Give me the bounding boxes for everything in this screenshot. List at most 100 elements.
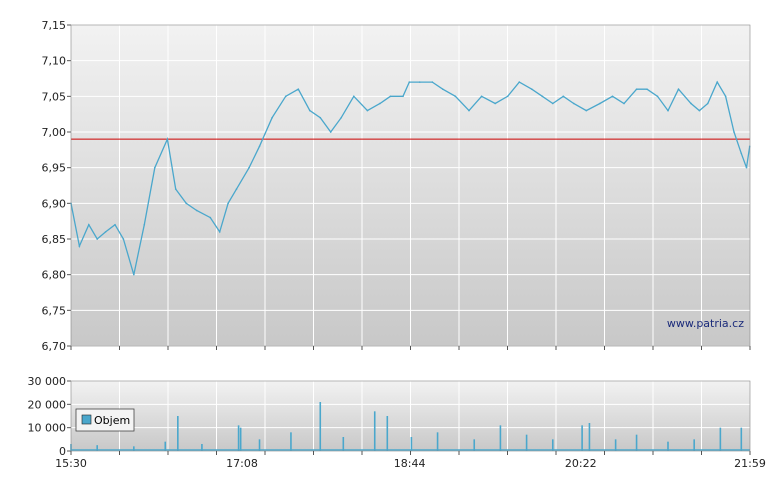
price-point [366, 109, 369, 112]
price-point [248, 166, 250, 169]
price-point [209, 216, 212, 219]
price-point [418, 81, 421, 83]
volume-y-ticks: 0 10 000 20 000 30 000 [28, 375, 71, 458]
volume-bar [373, 411, 376, 451]
price-point [258, 145, 261, 148]
price-point [389, 95, 392, 98]
x-ticks: 15:30 17:08 18:44 20:22 21:59 [55, 346, 766, 470]
volume-bar [239, 427, 242, 451]
price-point [740, 152, 743, 155]
price-point [656, 95, 659, 98]
volume-bar [177, 416, 179, 451]
price-point [379, 102, 381, 105]
watermark: www.patria.cz [667, 317, 744, 330]
volume-bar [319, 402, 322, 451]
price-point [114, 223, 116, 226]
price-point [531, 88, 533, 90]
price-point [319, 116, 322, 119]
x-tick-label: 15:30 [55, 457, 87, 470]
price-point [667, 109, 669, 112]
volume-bar [201, 444, 203, 451]
y-tick-label: 10 000 [28, 422, 67, 435]
price-point [133, 273, 135, 276]
volume-bar [525, 434, 528, 451]
volume-bar [258, 439, 261, 451]
price-point [104, 231, 107, 233]
price-point [541, 95, 544, 98]
price-point [506, 95, 509, 98]
price-grid [71, 24, 750, 347]
price-point [297, 88, 300, 90]
x-tick-label: 17:08 [226, 457, 258, 470]
y-tick-label: 7,00 [42, 126, 67, 139]
price-point [329, 131, 332, 133]
volume-bar [133, 446, 135, 451]
price-point [562, 95, 565, 98]
legend-label: Objem [94, 414, 130, 427]
volume-bar [473, 439, 476, 451]
price-point [185, 202, 188, 205]
volume-bar [342, 437, 345, 451]
volume-bar [164, 441, 167, 451]
y-tick-label: 6,75 [42, 304, 67, 317]
price-point [551, 102, 554, 105]
volume-bar [588, 423, 591, 451]
x-tick-label: 21:59 [734, 457, 766, 470]
volume-bar [693, 439, 695, 451]
price-point [706, 102, 709, 105]
price-point [88, 223, 90, 226]
volume-bar [386, 416, 389, 451]
price-point [235, 188, 238, 190]
volume-bar [581, 425, 583, 451]
price-y-ticks: 6,70 6,75 6,80 6,85 6,90 6,95 7,00 7,05 7,10 7,15 [42, 19, 71, 353]
price-point [635, 88, 638, 90]
price-point [308, 109, 311, 112]
price-point [143, 223, 146, 226]
price-point [153, 166, 156, 169]
price-point [724, 95, 727, 98]
volume-bar [635, 434, 638, 451]
x-tick-label: 20:22 [565, 457, 597, 470]
volume-bars [70, 402, 750, 451]
volume-bar [499, 425, 502, 451]
volume-bar [719, 427, 722, 451]
volume-legend: Objem [75, 408, 135, 432]
y-tick-label: 20 000 [28, 398, 67, 411]
volume-bar [436, 432, 439, 451]
price-point [271, 116, 273, 119]
volume-bar [96, 445, 98, 451]
price-point [585, 109, 588, 112]
price-point [218, 231, 221, 233]
price-point [408, 81, 411, 83]
price-point [745, 166, 748, 169]
price-point [698, 109, 701, 112]
price-points [70, 81, 751, 276]
volume-bar [410, 437, 413, 451]
y-tick-label: 30 000 [28, 375, 67, 388]
volume-bar [614, 439, 617, 451]
price-point [340, 116, 343, 119]
price-point [733, 131, 735, 133]
price-point [494, 102, 496, 105]
price-point [227, 202, 229, 205]
y-tick-label: 6,85 [42, 233, 67, 246]
y-tick-label: 7,05 [42, 90, 67, 103]
price-point [646, 88, 648, 90]
y-tick-label: 6,70 [42, 340, 67, 353]
price-point [454, 95, 457, 98]
y-tick-label: 7,15 [42, 19, 67, 32]
price-point [195, 209, 198, 212]
y-tick-label: 6,90 [42, 197, 67, 210]
volume-bar [667, 441, 669, 451]
price-point [468, 109, 470, 112]
y-tick-label: 6,95 [42, 162, 67, 175]
price-point [122, 238, 125, 240]
price-point [96, 238, 98, 240]
price-point [284, 95, 287, 98]
price-point [480, 95, 483, 98]
volume-bar [237, 425, 240, 451]
price-point [599, 102, 601, 105]
y-tick-label: 0 [59, 445, 66, 458]
price-point [690, 102, 692, 105]
price-point [431, 81, 434, 83]
